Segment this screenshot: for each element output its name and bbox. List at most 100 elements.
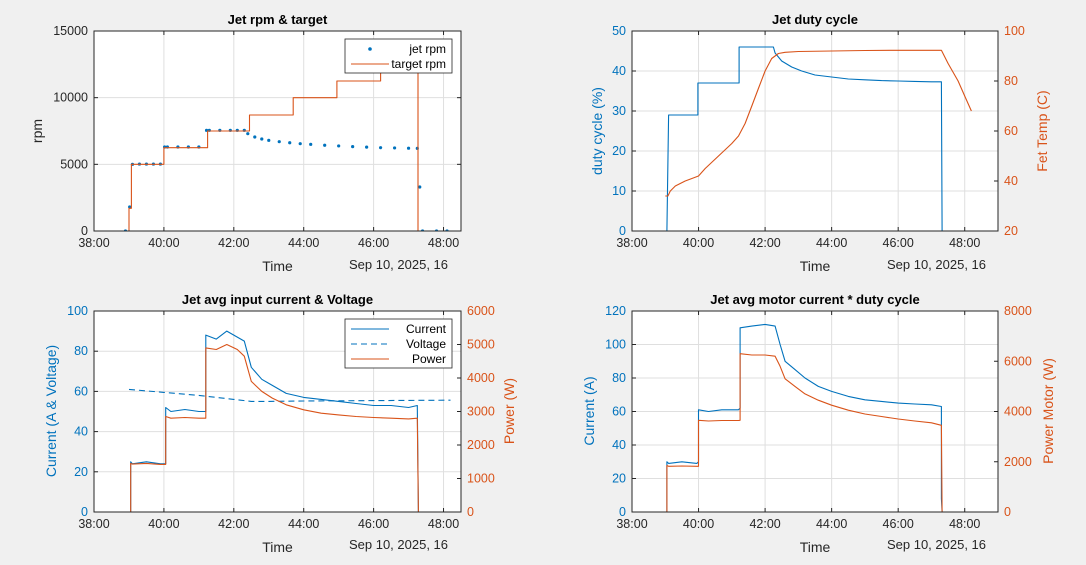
y-tick-label: 80 [612, 371, 626, 385]
x-tick-label: 46:00 [358, 517, 389, 531]
y-right-tick-label: 4000 [467, 371, 495, 385]
y-tick-label: 60 [612, 405, 626, 419]
y-right-tick-label: 0 [1004, 505, 1011, 519]
x-tick-label: 44:00 [288, 236, 319, 250]
y-axis-right-label: Fet Temp (C) [1034, 90, 1050, 171]
x-tick-label: 44:00 [816, 236, 847, 250]
x-tick-label: 42:00 [218, 517, 249, 531]
y-right-tick-label: 4000 [1004, 405, 1032, 419]
y-tick-label: 15000 [53, 24, 88, 38]
x-axis-label: Time [262, 539, 293, 555]
legend-label: jet rpm [408, 42, 446, 56]
y-axis-label: duty cycle (%) [589, 87, 605, 175]
x-axis-label: Time [800, 539, 831, 555]
series-layer [666, 323, 943, 512]
data-point [246, 132, 250, 136]
series-layer [665, 46, 972, 231]
y-tick-label: 20 [74, 465, 88, 479]
x-axis-date-label: Sep 10, 2025, 16 [887, 257, 986, 272]
y-tick-label: 20 [612, 144, 626, 158]
legend-marker [368, 47, 372, 51]
y-axis-label: Current (A & Voltage) [43, 345, 59, 477]
series-1-line [666, 353, 943, 512]
y-tick-label: 10000 [53, 91, 88, 105]
y-right-tick-label: 60 [1004, 124, 1018, 138]
y-tick-label: 100 [67, 304, 88, 318]
plot-title: Jet rpm & target [228, 12, 328, 27]
y-axis-label: rpm [29, 119, 45, 143]
plot-area-layer: 38:00 40:00 42:00 44:00 46:00 48:00 0 10 20 30 40 5… [612, 24, 1025, 250]
data-point [260, 137, 264, 141]
series-power-line [130, 343, 419, 512]
x-tick-label: 46:00 [883, 236, 914, 250]
y-right-tick-label: 5000 [467, 338, 495, 352]
y-tick-label: 0 [81, 505, 88, 519]
y-right-tick-label: 80 [1004, 74, 1018, 88]
x-tick-label: 38:00 [78, 236, 109, 250]
data-point [323, 143, 327, 147]
axes-background [632, 31, 998, 231]
legend-item-current: Current [351, 322, 447, 336]
legend-item-voltage: Voltage [351, 337, 446, 351]
x-tick-label: 42:00 [218, 236, 249, 250]
y-tick-label: 0 [619, 505, 626, 519]
plot-title: Jet avg input current & Voltage [182, 292, 373, 307]
plot-jet-duty-cycle: 38:00 40:00 42:00 44:00 46:00 48:00 0 10 20 30 40 5… [589, 12, 1050, 274]
y-tick-label: 80 [74, 344, 88, 358]
x-tick-label: 44:00 [288, 517, 319, 531]
data-point [337, 144, 341, 148]
data-point [406, 146, 411, 150]
x-tick-label: 48:00 [949, 517, 980, 531]
x-tick-label: 38:00 [78, 517, 109, 531]
y-tick-label: 60 [74, 384, 88, 398]
plot-title: Jet duty cycle [772, 12, 858, 27]
series-layer [128, 330, 451, 512]
axes-box [93, 30, 462, 232]
y-right-tick-label: 1000 [467, 472, 495, 486]
y-tick-label: 120 [605, 304, 626, 318]
series-layer [123, 63, 449, 231]
legend-item-jet-rpm: jet rpm [368, 42, 446, 56]
data-point [365, 145, 369, 149]
x-tick-label: 46:00 [358, 236, 389, 250]
data-point [277, 140, 281, 144]
y-right-tick-label: 2000 [1004, 455, 1032, 469]
y-right-tick-label: 6000 [467, 304, 495, 318]
x-tick-label: 40:00 [148, 517, 179, 531]
plot-motor-current-duty: 38:00 40:00 42:00 44:00 46:00 48:00 0 20 40 60 80 1… [581, 292, 1056, 555]
data-point [351, 145, 355, 149]
x-tick-label: 38:00 [616, 236, 647, 250]
legend-label: Current [406, 322, 447, 336]
x-tick-label: 40:00 [683, 236, 714, 250]
x-tick-label: 40:00 [148, 236, 179, 250]
y-right-tick-label: 0 [467, 505, 474, 519]
series-1-line [665, 49, 972, 197]
x-tick-label: 42:00 [749, 236, 780, 250]
x-axis-date-label: Sep 10, 2025, 16 [349, 537, 448, 552]
data-point [418, 185, 422, 189]
y-tick-label: 10 [612, 184, 626, 198]
legend-label: Power [412, 352, 446, 366]
y-tick-label: 0 [619, 224, 626, 238]
data-point [298, 142, 302, 146]
y-right-tick-label: 40 [1004, 174, 1018, 188]
y-right-tick-label: 6000 [1004, 354, 1032, 368]
series-voltage-line [128, 388, 451, 402]
x-axis-label: Time [262, 258, 293, 274]
plot-input-current-voltage: 38:00 40:00 42:00 44:00 46:00 48:00 0 20 40 60 80 1… [43, 292, 517, 555]
y-tick-label: 100 [605, 338, 626, 352]
x-tick-label: 38:00 [616, 517, 647, 531]
legend-box [344, 38, 453, 74]
x-axis-date-label: Sep 10, 2025, 16 [887, 537, 986, 552]
x-tick-label: 48:00 [428, 236, 459, 250]
y-tick-label: 40 [612, 64, 626, 78]
legend-label: Voltage [406, 337, 446, 351]
x-axis-date-label: Sep 10, 2025, 16 [349, 257, 448, 272]
x-axis-label: Time [800, 258, 831, 274]
data-point [379, 146, 383, 150]
series-current-line [130, 330, 419, 512]
x-tick-label: 48:00 [428, 517, 459, 531]
